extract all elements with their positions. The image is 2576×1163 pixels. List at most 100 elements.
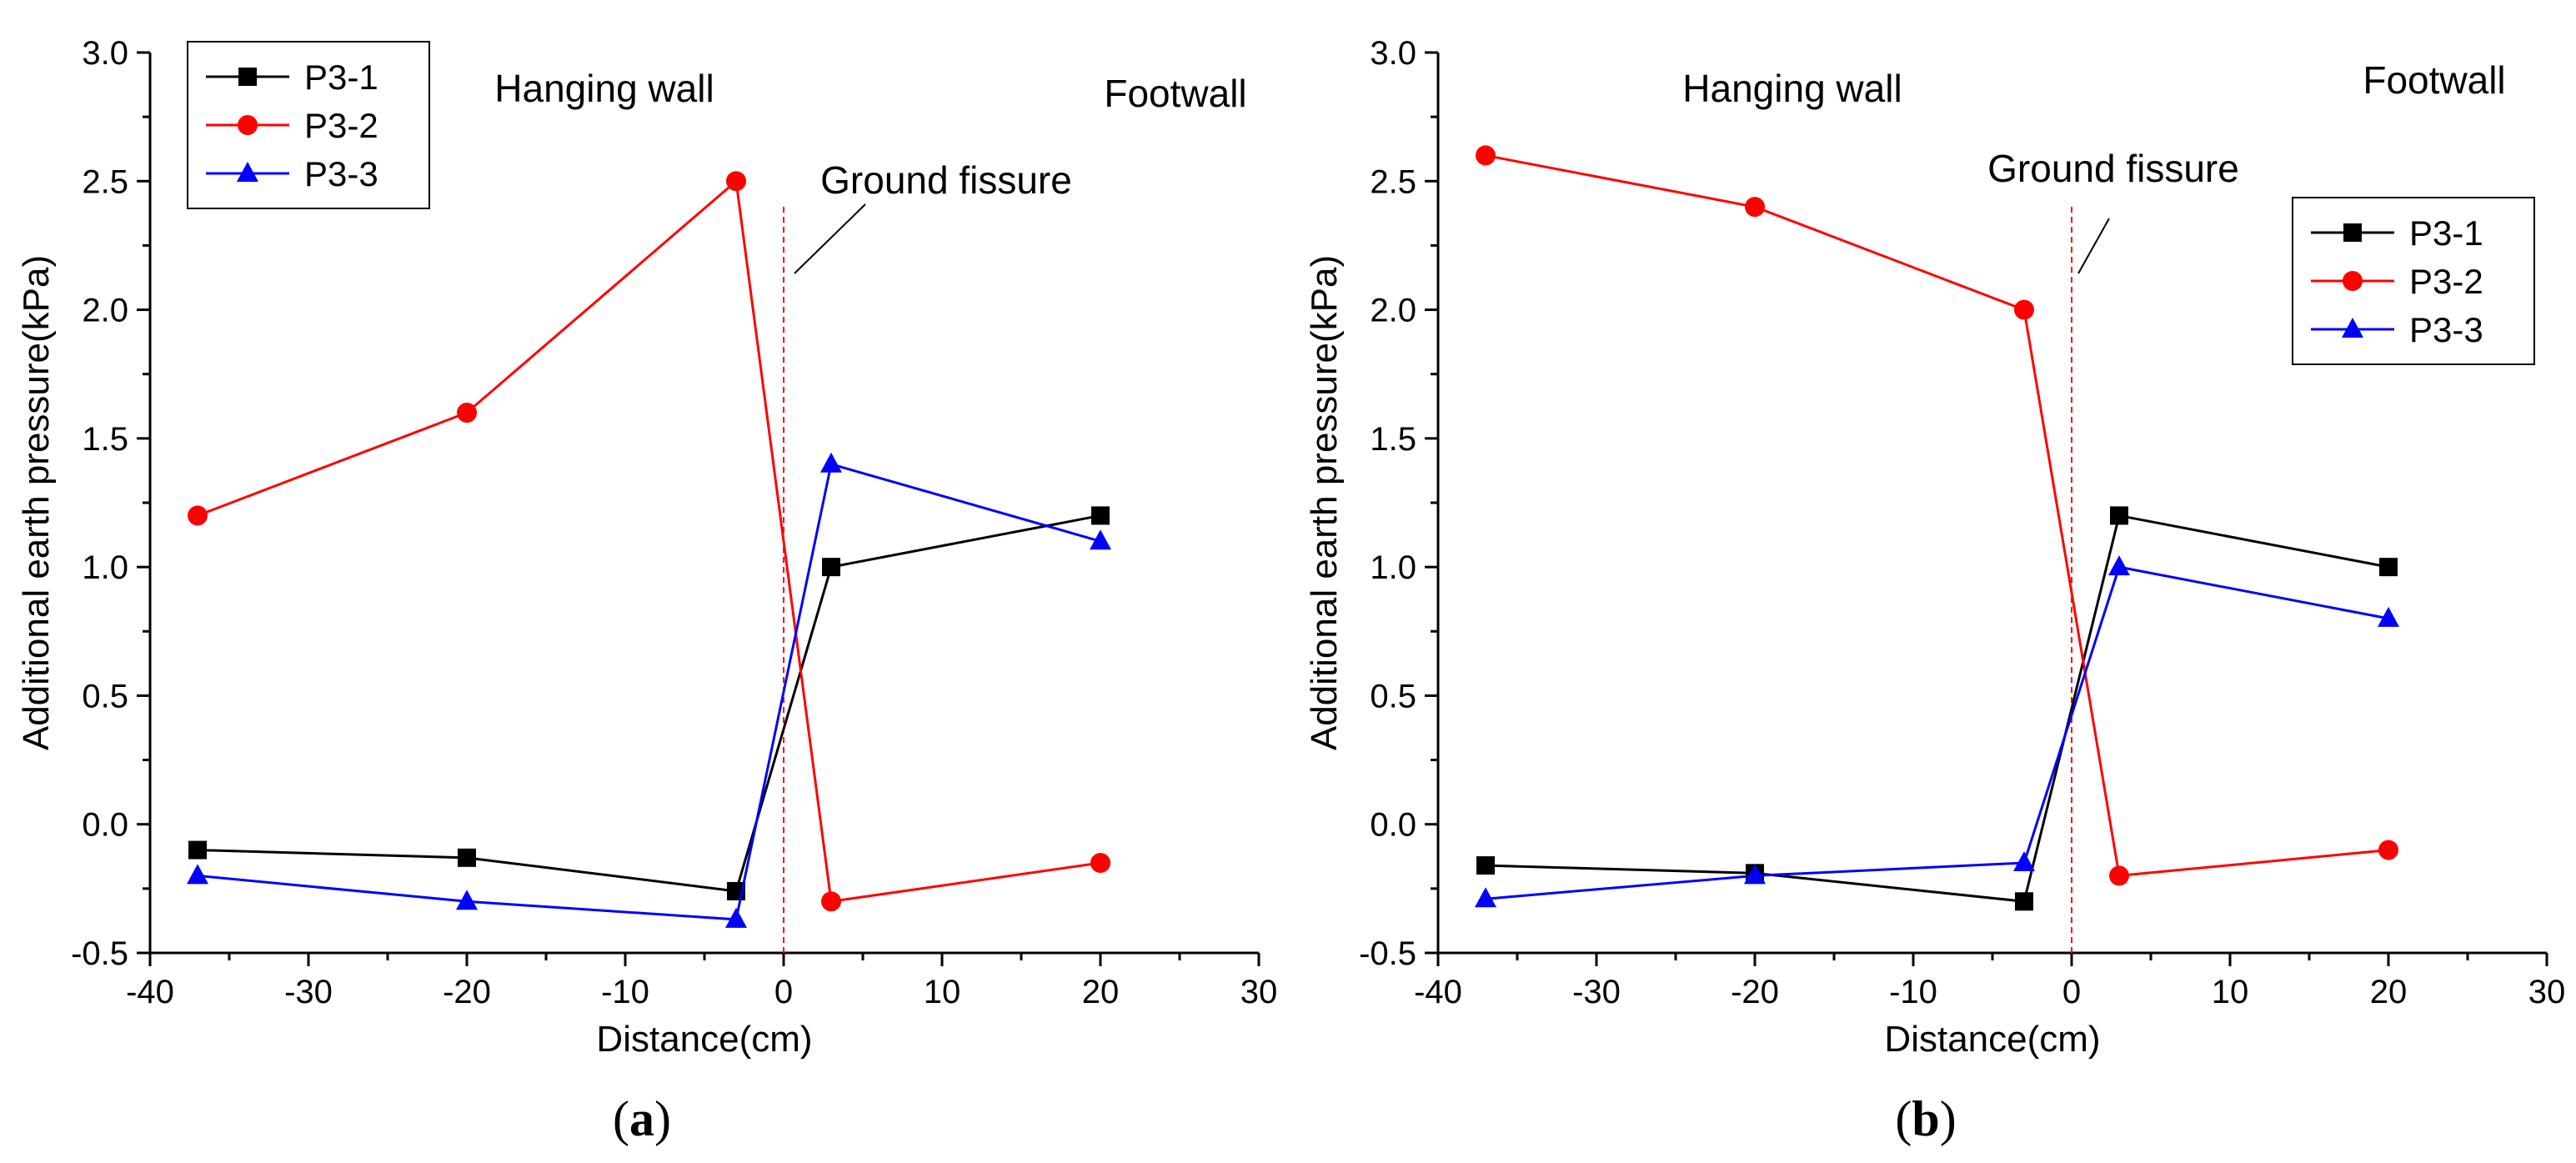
series-p3-2 <box>188 171 1110 912</box>
x-tick-label: -40 <box>1414 974 1462 1010</box>
data-point <box>457 403 477 423</box>
series-line <box>197 514 1101 893</box>
data-point <box>2379 558 2398 577</box>
data-point <box>1744 864 1766 885</box>
y-tick-label: -0.5 <box>1359 935 1416 972</box>
data-point <box>1476 856 1495 875</box>
hanging-wall-label: Hanging wall <box>494 67 714 110</box>
y-tick-label: 3.0 <box>1370 35 1416 72</box>
x-tick-label: -20 <box>1731 974 1779 1010</box>
legend-entry-p3-1: P3-1 <box>2311 213 2483 253</box>
y-tick-label: 0.5 <box>1370 678 1416 714</box>
x-tick-label: 0 <box>774 974 793 1010</box>
y-tick-label: 2.0 <box>82 293 128 329</box>
legend-marker <box>237 162 258 182</box>
panel-label-close-paren: ) <box>1940 1091 1957 1146</box>
y-tick-label: 3.0 <box>82 35 128 72</box>
data-point <box>1476 145 1496 166</box>
y-tick-label: 2.5 <box>82 163 128 200</box>
y-tick-label: 2.5 <box>1370 163 1416 200</box>
series-line <box>1485 565 2389 900</box>
panel-label: (b) <box>1895 1091 1956 1146</box>
panel-label-open-paren: ( <box>1895 1091 1912 1146</box>
legend-label: P3-1 <box>2409 213 2483 253</box>
legend: P3-1 P3-2 P3-3 <box>2292 197 2535 365</box>
x-tick-label: 20 <box>1082 974 1120 1010</box>
legend-label: P3-2 <box>304 106 378 145</box>
y-tick-label: 0.0 <box>82 807 128 844</box>
data-point <box>458 848 476 867</box>
x-tick-label: 20 <box>2370 974 2408 1010</box>
y-tick-label: 0.5 <box>82 678 128 714</box>
y-tick-label: 2.0 <box>1370 293 1416 329</box>
series-p3-1 <box>188 506 1110 900</box>
y-tick-label: 1.0 <box>82 549 128 586</box>
y-tick-label: 0.0 <box>1370 807 1416 844</box>
data-point <box>1090 853 1110 873</box>
panel-label-letter: b <box>1912 1091 1939 1146</box>
data-point <box>1745 197 1765 218</box>
y-tick-label: 1.5 <box>1370 421 1416 458</box>
legend-entry-p3-3: P3-3 <box>2311 310 2483 349</box>
x-tick-label: -20 <box>443 974 491 1010</box>
x-tick-label: 10 <box>924 974 961 1010</box>
x-axis-label: Distance(cm) <box>596 1019 812 1060</box>
series-line <box>1485 153 2389 878</box>
legend-entry-p3-2: P3-2 <box>2311 262 2483 301</box>
legend-marker <box>2343 223 2362 242</box>
chart-panel-a: -40 -30 -20 -10 0 10 20 30 -0.5 0.0 0.5 1.0 1.5 2.0 2.… <box>16 35 1277 1146</box>
data-point <box>1475 887 1496 908</box>
y-tick-label: -0.5 <box>71 935 128 972</box>
legend-marker <box>2342 318 2363 338</box>
x-tick-label: -40 <box>126 974 174 1010</box>
panel-label: (a) <box>613 1091 671 1146</box>
panel-label-close-paren: ) <box>654 1091 671 1146</box>
data-point <box>2378 606 2399 627</box>
data-point <box>2014 299 2034 320</box>
data-point <box>1091 506 1110 525</box>
x-tick-label: -10 <box>601 974 649 1010</box>
data-point <box>2110 506 2128 525</box>
legend-label: P3-1 <box>304 58 378 97</box>
data-point <box>725 907 747 928</box>
data-point <box>456 890 478 910</box>
data-point <box>2109 865 2129 886</box>
ground-fissure-leader-line <box>794 203 866 274</box>
ground-fissure-label: Ground fissure <box>1987 147 2239 190</box>
data-point <box>2015 892 2033 911</box>
chart-panel-b: -40 -30 -20 -10 0 10 20 30 -0.5 0.0 0.5 1.0 1.5 2.0 2.… <box>1304 35 2565 1146</box>
x-tick-label: 0 <box>2062 974 2081 1010</box>
legend-entry-p3-1: P3-1 <box>206 58 378 97</box>
data-point <box>822 558 840 577</box>
series-p3-3 <box>1475 555 2399 908</box>
data-point <box>2013 851 2035 871</box>
data-point <box>188 840 207 860</box>
y-axis-label: Additional earth pressure(kPa) <box>1304 255 1345 750</box>
y-tick-label: 1.0 <box>1370 549 1416 586</box>
data-point <box>1090 529 1111 550</box>
panel-label-open-paren: ( <box>613 1091 629 1146</box>
x-axis-label: Distance(cm) <box>1884 1019 2100 1060</box>
legend-marker <box>238 68 257 86</box>
data-point <box>188 505 208 526</box>
y-axis-label: Additional earth pressure(kPa) <box>16 255 57 750</box>
ground-fissure-leader-line <box>2077 218 2110 274</box>
data-point <box>821 891 841 912</box>
x-tick-label: 10 <box>2212 974 2249 1010</box>
data-point <box>2108 555 2130 576</box>
series-p3-2 <box>1476 145 2398 886</box>
series-line <box>1485 514 2389 903</box>
data-point <box>187 864 208 885</box>
legend-entry-p3-2: P3-2 <box>206 106 378 145</box>
series-line <box>197 462 1101 921</box>
legend-entry-p3-3: P3-3 <box>206 154 378 193</box>
series-p3-3 <box>187 452 1111 928</box>
series-p3-1 <box>1476 506 2398 911</box>
footwall-label: Footwall <box>2363 58 2505 102</box>
y-tick-label: 1.5 <box>82 421 128 458</box>
data-point <box>726 171 746 192</box>
hanging-wall-label: Hanging wall <box>1682 67 1902 110</box>
legend-marker <box>238 115 258 135</box>
x-tick-label: -30 <box>1572 974 1621 1010</box>
